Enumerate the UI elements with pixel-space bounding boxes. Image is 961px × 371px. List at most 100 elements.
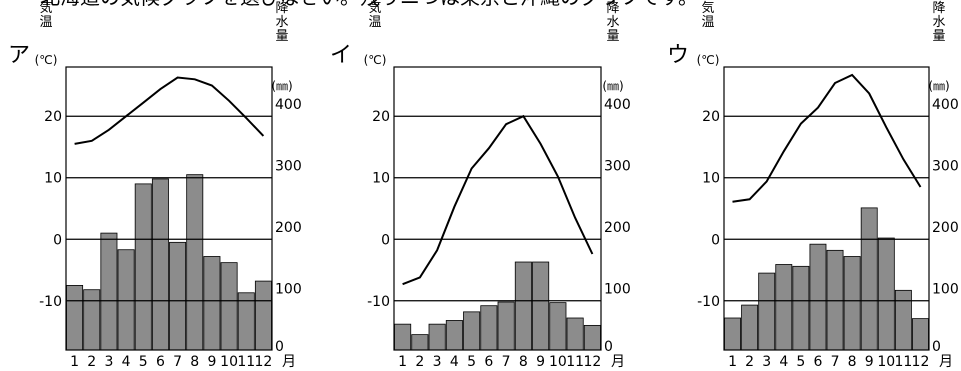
precipitation-bar — [66, 285, 84, 351]
month-tick-label: 10 — [549, 354, 567, 370]
month-tick-label: 4 — [779, 354, 788, 370]
precipitation-bar — [428, 323, 446, 351]
precipitation-bar — [497, 301, 515, 351]
month-tick-label: 6 — [813, 354, 822, 370]
precipitation-bar — [186, 174, 204, 351]
month-tick-label: 5 — [796, 354, 805, 370]
temperature-tick-label: 10 — [372, 171, 390, 187]
temperature-tick-label: 20 — [372, 109, 390, 125]
month-tick-label: 4 — [450, 354, 459, 370]
month-tick-label: 1 — [70, 354, 79, 370]
temperature-tick-label: 10 — [702, 171, 720, 187]
precipitation-bar — [877, 237, 895, 351]
temperature-tick-label: -10 — [39, 294, 62, 310]
precipitation-tick-label: 0 — [604, 339, 613, 355]
month-tick-label: 10 — [220, 354, 238, 370]
month-tick-label: 5 — [139, 354, 148, 370]
temperature-axis-label: 温 — [368, 15, 381, 30]
month-tick-label: 4 — [122, 354, 131, 370]
precipitation-bar — [169, 241, 187, 351]
month-tick-label: 2 — [745, 354, 754, 370]
temperature-unit: (℃) — [697, 53, 720, 67]
precipitation-bar — [394, 323, 412, 351]
month-tick-label: 2 — [415, 354, 424, 370]
temperature-line — [74, 76, 265, 145]
month-tick-label: 9 — [865, 354, 874, 370]
precipitation-bar — [83, 289, 101, 351]
precipitation-bar — [480, 305, 498, 351]
precipitation-bar — [583, 324, 601, 351]
month-tick-label: 12 — [255, 354, 273, 370]
month-tick-label: 6 — [156, 354, 165, 370]
month-tick-label: 9 — [536, 354, 545, 370]
precipitation-bar — [741, 304, 759, 351]
precipitation-bar — [445, 320, 463, 351]
month-tick-label: 6 — [484, 354, 493, 370]
precipitation-bar — [549, 302, 567, 351]
temperature-line — [732, 73, 922, 203]
precipitation-bar — [203, 256, 221, 351]
temperature-unit: (℃) — [35, 53, 58, 67]
precipitation-bar — [860, 207, 878, 351]
precipitation-bar — [912, 318, 929, 351]
precipitation-bar — [463, 311, 481, 351]
plot-frame — [723, 66, 930, 351]
month-tick-label: 7 — [173, 354, 182, 370]
precipitation-tick-label: 400 — [604, 97, 631, 113]
precipitation-axis-label: 水 — [932, 15, 945, 30]
precipitation-axis-label: 降 — [275, 1, 288, 16]
precipitation-tick-label: 200 — [275, 220, 302, 236]
precipitation-bar — [566, 317, 584, 351]
precipitation-axis-label: 量 — [932, 29, 945, 44]
month-tick-label: 9 — [207, 354, 216, 370]
precipitation-tick-label: 400 — [932, 97, 959, 113]
month-tick-label: 12 — [912, 354, 930, 370]
precipitation-bar — [826, 249, 844, 351]
month-unit: 月 — [611, 354, 625, 370]
temperature-tick-label: 20 — [702, 109, 720, 125]
precipitation-bar — [775, 264, 793, 351]
month-tick-label: 11 — [894, 354, 912, 370]
precipitation-tick-label: 100 — [932, 281, 959, 297]
month-tick-label: 8 — [190, 354, 199, 370]
precipitation-bar — [724, 317, 741, 351]
plot-frame — [393, 66, 602, 351]
month-tick-label: 1 — [398, 354, 407, 370]
precipitation-tick-label: 200 — [604, 220, 631, 236]
month-tick-label: 7 — [502, 354, 511, 370]
temperature-tick-label: 20 — [44, 109, 62, 125]
month-unit: 月 — [282, 354, 296, 370]
precipitation-axis-label: 水 — [275, 15, 288, 30]
temperature-axis-label: 気 — [39, 0, 52, 16]
precipitation-unit: (㎜) — [928, 79, 949, 93]
month-tick-label: 3 — [433, 354, 442, 370]
precipitation-bar — [220, 262, 238, 351]
month-tick-label: 7 — [831, 354, 840, 370]
month-tick-label: 2 — [87, 354, 96, 370]
precipitation-bar — [809, 243, 827, 351]
month-unit: 月 — [939, 354, 953, 370]
precipitation-tick-label: 0 — [932, 339, 941, 355]
precipitation-bar — [843, 256, 861, 351]
panel-label: ア — [8, 43, 30, 68]
precipitation-tick-label: 400 — [275, 97, 302, 113]
temperature-tick-label: -10 — [367, 294, 390, 310]
temperature-tick-label: 0 — [711, 232, 720, 248]
precipitation-axis-label: 降 — [932, 1, 945, 16]
header-text: ・北海道の気候グラフを選びなさい。残りニつは東京と沖縄のグラフです。 — [0, 0, 961, 8]
temperature-unit: (℃) — [364, 53, 387, 67]
month-tick-label: 11 — [566, 354, 584, 370]
precipitation-bar — [514, 261, 532, 351]
precipitation-tick-label: 0 — [275, 339, 284, 355]
precipitation-axis-label: 量 — [275, 29, 288, 44]
month-tick-label: 8 — [519, 354, 528, 370]
temperature-tick-label: 0 — [53, 232, 62, 248]
panel-label: ウ — [667, 43, 689, 68]
precipitation-bar — [151, 178, 169, 351]
precipitation-axis-label: 水 — [606, 15, 619, 30]
temperature-axis-label: 気 — [701, 0, 714, 16]
month-tick-label: 11 — [237, 354, 255, 370]
precipitation-bar — [254, 280, 272, 351]
temperature-axis-label: 気 — [368, 0, 381, 16]
precipitation-tick-label: 200 — [932, 220, 959, 236]
